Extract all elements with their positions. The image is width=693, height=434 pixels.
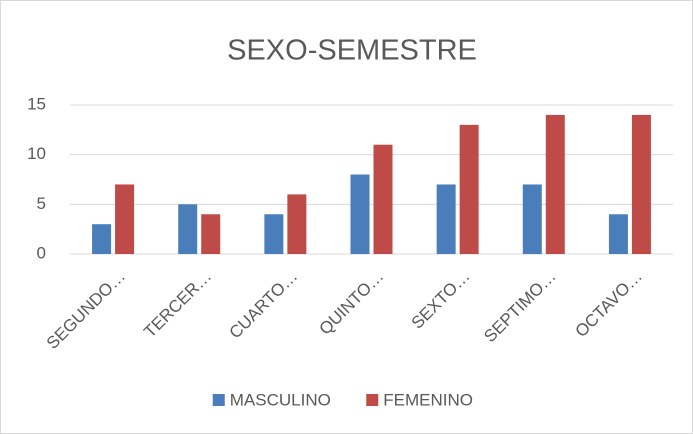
y-tick-label: 15 [27, 94, 46, 113]
bar [201, 214, 221, 254]
y-tick-label: 0 [37, 243, 46, 262]
bar [373, 144, 393, 254]
bar [115, 184, 135, 254]
legend-label: MASCULINO [230, 390, 331, 409]
bar [264, 214, 284, 254]
bar [436, 184, 456, 254]
y-tick-label: 5 [37, 194, 46, 213]
bar [459, 124, 479, 254]
legend-swatch [366, 394, 379, 406]
bar [608, 214, 628, 254]
chart-title: SEXO-SEMESTRE [227, 35, 477, 67]
bar [545, 114, 565, 254]
bar [178, 204, 198, 254]
bar [350, 174, 370, 254]
bar [631, 114, 651, 254]
bar [92, 224, 112, 254]
y-tick-label: 10 [27, 144, 46, 163]
legend-swatch [212, 394, 225, 406]
bar [522, 184, 542, 254]
bar [287, 194, 307, 254]
legend-label: FEMENINO [383, 390, 473, 409]
